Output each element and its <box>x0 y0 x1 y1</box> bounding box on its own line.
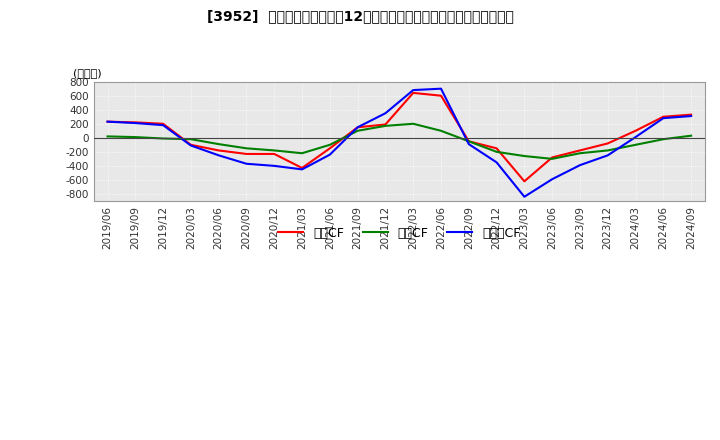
Line: 営業CF: 営業CF <box>107 93 691 181</box>
営業CF <box>687 112 696 117</box>
投資CF <box>215 142 223 147</box>
投資CF <box>603 148 612 153</box>
営業CF <box>270 151 279 157</box>
投資CF <box>631 142 640 147</box>
Y-axis label: (百万円): (百万円) <box>73 68 102 78</box>
フリーCF <box>242 161 251 166</box>
フリーCF <box>131 121 140 126</box>
営業CF <box>325 146 334 151</box>
Legend: 営業CF, 投資CF, フリーCF: 営業CF, 投資CF, フリーCF <box>273 222 526 245</box>
投資CF <box>409 121 418 126</box>
投資CF <box>270 148 279 153</box>
フリーCF <box>409 88 418 93</box>
投資CF <box>687 133 696 138</box>
営業CF <box>631 128 640 133</box>
投資CF <box>159 136 168 141</box>
Line: 投資CF: 投資CF <box>107 124 691 159</box>
フリーCF <box>215 153 223 158</box>
フリーCF <box>687 114 696 119</box>
フリーCF <box>159 122 168 128</box>
投資CF <box>325 142 334 147</box>
フリーCF <box>464 142 473 147</box>
フリーCF <box>520 194 528 199</box>
営業CF <box>659 114 667 119</box>
フリーCF <box>548 176 557 182</box>
営業CF <box>298 165 307 171</box>
投資CF <box>437 128 446 133</box>
営業CF <box>603 141 612 146</box>
投資CF <box>242 146 251 151</box>
投資CF <box>548 156 557 161</box>
投資CF <box>381 123 390 128</box>
営業CF <box>492 146 501 151</box>
営業CF <box>464 139 473 144</box>
投資CF <box>131 135 140 140</box>
営業CF <box>437 93 446 98</box>
フリーCF <box>325 152 334 157</box>
投資CF <box>575 150 584 156</box>
フリーCF <box>603 153 612 158</box>
フリーCF <box>659 116 667 121</box>
営業CF <box>186 142 195 147</box>
Text: [3952]  キャッシュフローの12か月移動合計の対前年同期増減額の推移: [3952] キャッシュフローの12か月移動合計の対前年同期増減額の推移 <box>207 9 513 23</box>
フリーCF <box>437 86 446 92</box>
営業CF <box>131 120 140 125</box>
営業CF <box>242 151 251 157</box>
営業CF <box>381 122 390 127</box>
投資CF <box>659 136 667 142</box>
投資CF <box>354 128 362 133</box>
フリーCF <box>381 110 390 116</box>
フリーCF <box>270 163 279 169</box>
投資CF <box>492 149 501 154</box>
投資CF <box>186 136 195 142</box>
フリーCF <box>631 135 640 140</box>
フリーCF <box>186 143 195 148</box>
営業CF <box>103 119 112 125</box>
投資CF <box>464 139 473 144</box>
フリーCF <box>575 162 584 168</box>
投資CF <box>520 154 528 159</box>
Line: フリーCF: フリーCF <box>107 89 691 197</box>
営業CF <box>215 148 223 153</box>
フリーCF <box>492 160 501 165</box>
投資CF <box>103 134 112 139</box>
営業CF <box>520 179 528 184</box>
営業CF <box>159 121 168 126</box>
フリーCF <box>103 119 112 125</box>
投資CF <box>298 150 307 156</box>
営業CF <box>575 148 584 153</box>
フリーCF <box>298 167 307 172</box>
営業CF <box>548 155 557 160</box>
営業CF <box>354 125 362 130</box>
フリーCF <box>354 125 362 130</box>
営業CF <box>409 90 418 95</box>
